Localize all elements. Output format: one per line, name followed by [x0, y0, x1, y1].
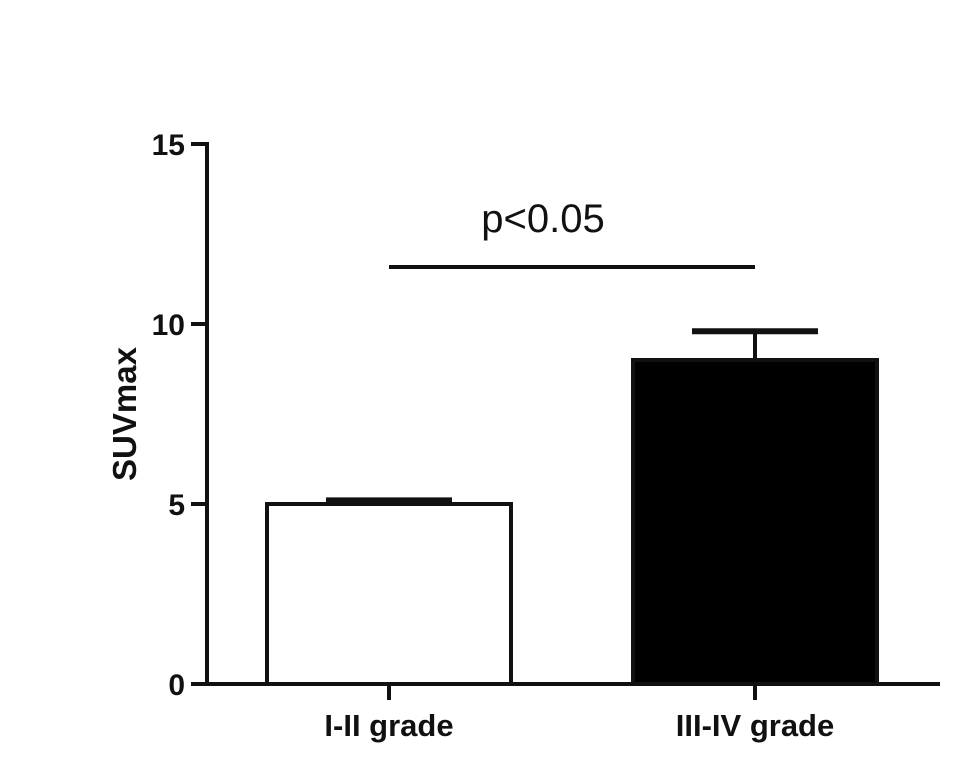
axis-labels: SUVmax [106, 346, 143, 481]
y-tick-label: 10 [152, 309, 185, 342]
y-axis-label: SUVmax [106, 346, 143, 481]
bar [265, 502, 513, 686]
error-bars [326, 328, 818, 504]
significance-annotation: p<0.05 [389, 197, 755, 269]
axes: 0 5 10 15 I-II grade III-IV grade [152, 129, 940, 743]
bars [265, 358, 879, 686]
y-tick-label: 5 [168, 489, 185, 522]
x-tick-label: I-II grade [324, 708, 453, 743]
y-tick-label: 0 [168, 669, 185, 702]
x-tick-label: III-IV grade [676, 708, 834, 743]
y-tick-label: 15 [152, 129, 185, 162]
p-value-label: p<0.05 [481, 197, 604, 241]
bar [631, 358, 879, 686]
